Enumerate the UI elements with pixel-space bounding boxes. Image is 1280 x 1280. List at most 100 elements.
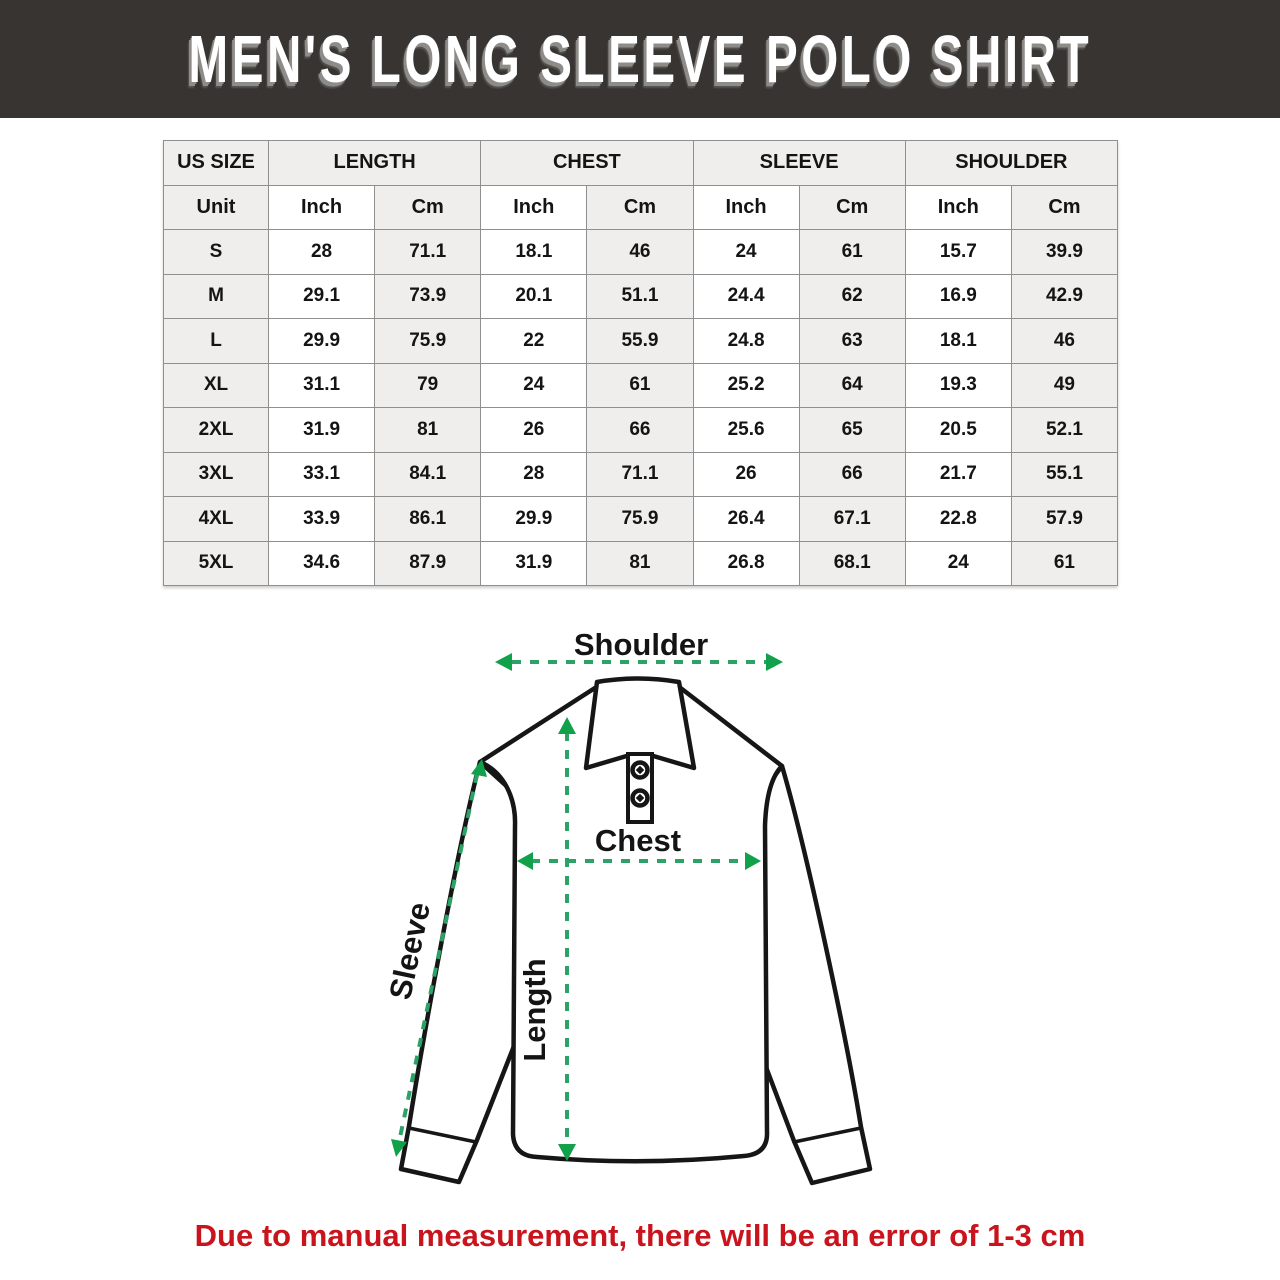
value-cell: 24.4	[692, 273, 800, 319]
sleeve-label: Sleeve	[382, 899, 437, 1002]
value-cell: 75.9	[586, 496, 694, 542]
right-sleeve-outline	[752, 763, 873, 1186]
value-cell: 66	[798, 451, 906, 497]
value-cell: 64	[798, 362, 906, 408]
measurement-note: Due to manual measurement, there will be…	[194, 1218, 1086, 1253]
sleeve-arrow-line	[397, 773, 479, 1143]
value-cell: 16.9	[904, 273, 1012, 319]
page-title: MEN'S LONG SLEEVE POLO SHIRT	[188, 21, 1092, 97]
value-cell: 21.7	[904, 451, 1012, 497]
title-bar: MEN'S LONG SLEEVE POLO SHIRT	[0, 0, 1280, 118]
unit-cell: Inch	[692, 184, 800, 230]
value-cell: 29.9	[480, 496, 588, 542]
value-cell: 39.9	[1010, 229, 1119, 275]
size-chart-table: US SIZE LENGTH CHEST SLEEVE SHOULDER Uni…	[163, 140, 1119, 586]
value-cell: 79	[374, 362, 482, 408]
value-cell: 63	[798, 318, 906, 364]
value-cell: 81	[586, 540, 694, 586]
value-cell: 29.1	[267, 273, 376, 319]
value-cell: 55.1	[1010, 451, 1119, 497]
value-cell: 24	[692, 229, 800, 275]
unit-cell: Cm	[1010, 184, 1119, 230]
value-cell: 26.8	[692, 540, 800, 586]
value-cell: 81	[374, 407, 482, 453]
chest-arrowhead-left	[517, 852, 533, 870]
value-cell: 57.9	[1010, 496, 1119, 542]
value-cell: 26	[480, 407, 588, 453]
value-cell: 28	[480, 451, 588, 497]
group-header-sleeve: SLEEVE	[692, 140, 906, 186]
left-cuff-seam	[407, 1126, 478, 1144]
value-cell: 31.9	[267, 407, 376, 453]
chest-arrowhead-right	[745, 852, 761, 870]
value-cell: 71.1	[586, 451, 694, 497]
length-arrowhead-top	[558, 717, 576, 734]
value-cell: 26	[692, 451, 800, 497]
value-cell: 61	[798, 229, 906, 275]
value-cell: 25.6	[692, 407, 800, 453]
value-cell: 61	[1010, 540, 1119, 586]
size-cell: 2XL	[163, 407, 269, 453]
value-cell: 22.8	[904, 496, 1012, 542]
value-cell: 19.3	[904, 362, 1012, 408]
value-cell: 51.1	[586, 273, 694, 319]
table-row: 2XL 31.9 81 26 66 25.6 65 20.5 52.1	[163, 407, 1119, 453]
value-cell: 75.9	[374, 318, 482, 364]
group-header-us-size: US SIZE	[163, 140, 269, 186]
length-label: Length	[517, 958, 552, 1061]
value-cell: 29.9	[267, 318, 376, 364]
table-row: M 29.1 73.9 20.1 51.1 24.4 62 16.9 42.9	[163, 273, 1119, 319]
unit-cell: Inch	[480, 184, 588, 230]
shoulder-label: Shoulder	[574, 627, 708, 662]
sleeve-arrowhead-bottom	[391, 1139, 407, 1157]
table-row: XL 31.1 79 24 61 25.2 64 19.3 49	[163, 362, 1119, 408]
shoulder-arrowhead-right	[766, 653, 783, 671]
value-cell: 24	[904, 540, 1012, 586]
value-cell: 86.1	[374, 496, 482, 542]
value-cell: 68.1	[798, 540, 906, 586]
shoulder-arrowhead-left	[495, 653, 512, 671]
size-cell: 5XL	[163, 540, 269, 586]
value-cell: 84.1	[374, 451, 482, 497]
value-cell: 28	[267, 229, 376, 275]
value-cell: 62	[798, 273, 906, 319]
value-cell: 20.1	[480, 273, 588, 319]
unit-header: Unit	[163, 184, 269, 230]
value-cell: 52.1	[1010, 407, 1119, 453]
group-header-row: US SIZE LENGTH CHEST SLEEVE SHOULDER	[163, 140, 1119, 186]
value-cell: 46	[586, 229, 694, 275]
table-row: 5XL 34.6 87.9 31.9 81 26.8 68.1 24 61	[163, 540, 1119, 586]
shirt-diagram: Shoulder Chest Length Sleeve	[350, 615, 930, 1205]
value-cell: 15.7	[904, 229, 1012, 275]
unit-header-row: Unit Inch Cm Inch Cm Inch Cm Inch Cm	[163, 184, 1119, 230]
value-cell: 22	[480, 318, 588, 364]
value-cell: 71.1	[374, 229, 482, 275]
value-cell: 73.9	[374, 273, 482, 319]
value-cell: 31.1	[267, 362, 376, 408]
value-cell: 26.4	[692, 496, 800, 542]
value-cell: 55.9	[586, 318, 694, 364]
size-cell: M	[163, 273, 269, 319]
value-cell: 25.2	[692, 362, 800, 408]
size-cell: S	[163, 229, 269, 275]
unit-cell: Cm	[586, 184, 694, 230]
unit-cell: Inch	[904, 184, 1012, 230]
sleeve-arrowhead-top	[471, 759, 487, 777]
unit-cell: Inch	[267, 184, 376, 230]
value-cell: 66	[586, 407, 694, 453]
value-cell: 24	[480, 362, 588, 408]
table-row: 3XL 33.1 84.1 28 71.1 26 66 21.7 55.1	[163, 451, 1119, 497]
value-cell: 87.9	[374, 540, 482, 586]
value-cell: 18.1	[904, 318, 1012, 364]
value-cell: 33.1	[267, 451, 376, 497]
right-cuff-seam	[792, 1126, 863, 1144]
value-cell: 31.9	[480, 540, 588, 586]
size-cell: 3XL	[163, 451, 269, 497]
unit-cell: Cm	[374, 184, 482, 230]
value-cell: 42.9	[1010, 273, 1119, 319]
value-cell: 61	[586, 362, 694, 408]
unit-cell: Cm	[798, 184, 906, 230]
value-cell: 20.5	[904, 407, 1012, 453]
table-row: 4XL 33.9 86.1 29.9 75.9 26.4 67.1 22.8 57.9	[163, 496, 1119, 542]
table-row: L 29.9 75.9 22 55.9 24.8 63 18.1 46	[163, 318, 1119, 364]
